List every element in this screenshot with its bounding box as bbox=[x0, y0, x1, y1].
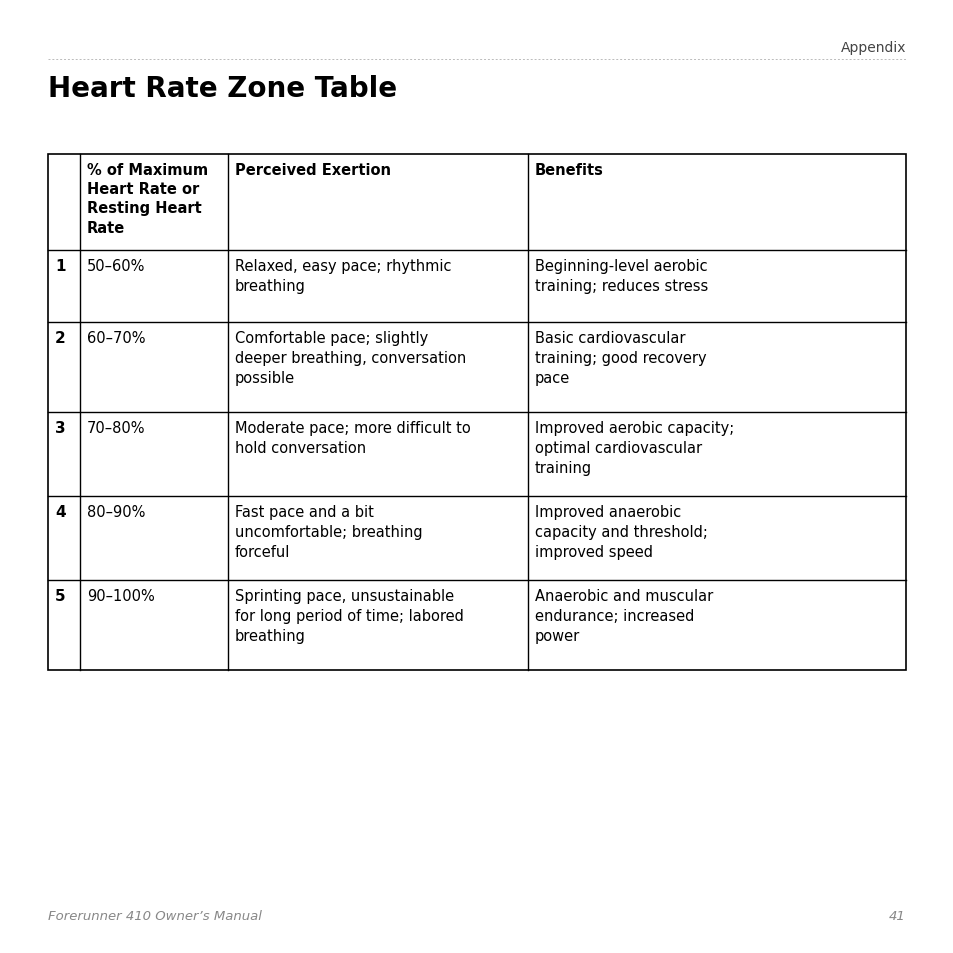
Text: Appendix: Appendix bbox=[840, 41, 905, 55]
Text: 50–60%: 50–60% bbox=[87, 258, 145, 274]
Text: 60–70%: 60–70% bbox=[87, 331, 146, 346]
Text: Comfortable pace; slightly
deeper breathing, conversation
possible: Comfortable pace; slightly deeper breath… bbox=[234, 331, 466, 385]
Text: 1: 1 bbox=[55, 258, 66, 274]
Text: % of Maximum
Heart Rate or
Resting Heart
Rate: % of Maximum Heart Rate or Resting Heart… bbox=[87, 163, 208, 235]
Text: 5: 5 bbox=[55, 588, 66, 603]
Text: 80–90%: 80–90% bbox=[87, 504, 145, 519]
Text: 90–100%: 90–100% bbox=[87, 588, 154, 603]
Text: 70–80%: 70–80% bbox=[87, 420, 146, 436]
Text: Heart Rate Zone Table: Heart Rate Zone Table bbox=[48, 75, 396, 103]
Text: Forerunner 410 Owner’s Manual: Forerunner 410 Owner’s Manual bbox=[48, 909, 262, 923]
Text: 3: 3 bbox=[55, 420, 66, 436]
Text: Relaxed, easy pace; rhythmic
breathing: Relaxed, easy pace; rhythmic breathing bbox=[234, 258, 451, 294]
Text: 4: 4 bbox=[55, 504, 66, 519]
Bar bbox=[48, 154, 905, 670]
Text: Sprinting pace, unsustainable
for long period of time; labored
breathing: Sprinting pace, unsustainable for long p… bbox=[234, 588, 463, 643]
Text: Basic cardiovascular
training; good recovery
pace: Basic cardiovascular training; good reco… bbox=[535, 331, 706, 385]
Text: Improved anaerobic
capacity and threshold;
improved speed: Improved anaerobic capacity and threshol… bbox=[535, 504, 707, 559]
Text: Fast pace and a bit
uncomfortable; breathing
forceful: Fast pace and a bit uncomfortable; breat… bbox=[234, 504, 422, 559]
Text: Improved aerobic capacity;
optimal cardiovascular
training: Improved aerobic capacity; optimal cardi… bbox=[535, 420, 734, 476]
Text: Moderate pace; more difficult to
hold conversation: Moderate pace; more difficult to hold co… bbox=[234, 420, 470, 456]
Text: 41: 41 bbox=[888, 909, 905, 923]
Text: 2: 2 bbox=[55, 331, 66, 346]
Text: Perceived Exertion: Perceived Exertion bbox=[234, 163, 391, 178]
Text: Beginning-level aerobic
training; reduces stress: Beginning-level aerobic training; reduce… bbox=[535, 258, 707, 294]
Text: Anaerobic and muscular
endurance; increased
power: Anaerobic and muscular endurance; increa… bbox=[535, 588, 713, 643]
Text: Benefits: Benefits bbox=[535, 163, 603, 178]
